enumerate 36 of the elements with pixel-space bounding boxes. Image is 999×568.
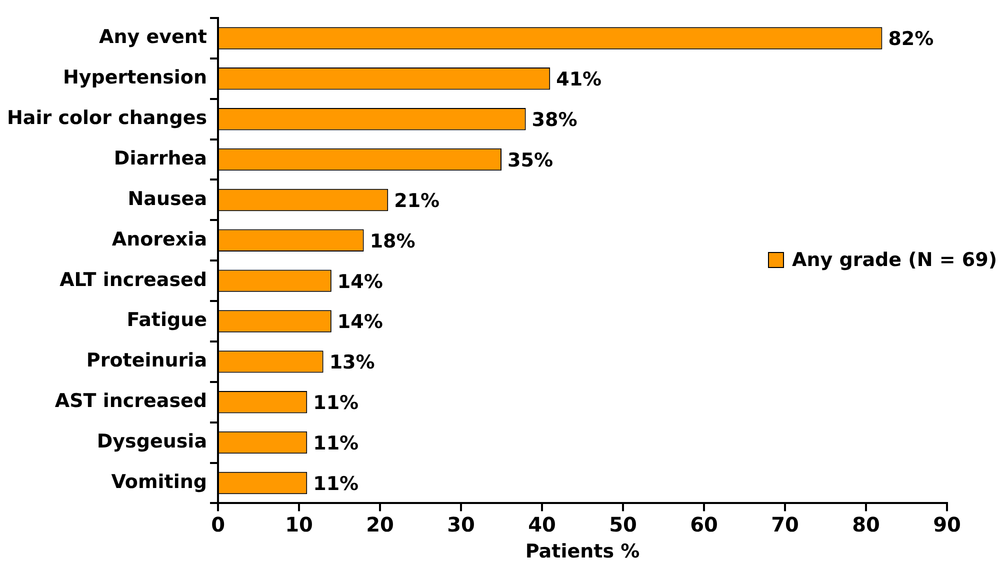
y-tick-label: Diarrhea <box>114 147 208 170</box>
x-axis-title: Patients % <box>525 540 640 563</box>
x-tick-label: 10 <box>285 512 313 536</box>
data-label: 21% <box>394 190 440 212</box>
x-tick-label: 80 <box>852 512 880 536</box>
y-tick-label: Any event <box>99 26 208 48</box>
x-tick-label: 50 <box>609 512 637 536</box>
data-label: 41% <box>556 68 602 91</box>
data-label: 14% <box>337 270 383 293</box>
y-tick-label: Dysgeusia <box>96 430 208 452</box>
x-tick-label: 90 <box>933 512 961 536</box>
x-tick-label: 30 <box>447 512 475 536</box>
y-tick-label: Nausea <box>128 188 208 210</box>
legend-label: Any grade (N = 69) <box>792 248 997 271</box>
x-tick-label: 70 <box>771 512 799 536</box>
x-tick-label: 20 <box>366 512 394 536</box>
data-label: 11% <box>313 472 359 495</box>
x-tick-label: 40 <box>528 512 556 536</box>
y-tick-label: Fatigue <box>126 309 208 332</box>
data-label: 14% <box>337 311 383 334</box>
y-tick-label: Proteinuria <box>86 350 208 372</box>
y-tick-label: Anorexia <box>112 228 208 250</box>
y-tick-label: Vomiting <box>111 470 208 493</box>
data-label: 11% <box>313 432 359 454</box>
y-tick-label: ALT increased <box>60 268 208 291</box>
data-label: 38% <box>532 109 578 132</box>
data-label: 13% <box>329 352 375 374</box>
data-label: 11% <box>313 392 359 414</box>
data-label: 35% <box>508 149 553 172</box>
y-tick-label: AST increased <box>54 390 208 412</box>
y-tick-label: Hair color changes <box>6 107 208 130</box>
x-tick-label: 0 <box>211 512 225 536</box>
x-tick-label: 60 <box>690 512 718 536</box>
y-tick-label: Hypertension <box>62 66 208 89</box>
data-label: 18% <box>370 230 416 252</box>
data-label: 82% <box>888 28 934 50</box>
